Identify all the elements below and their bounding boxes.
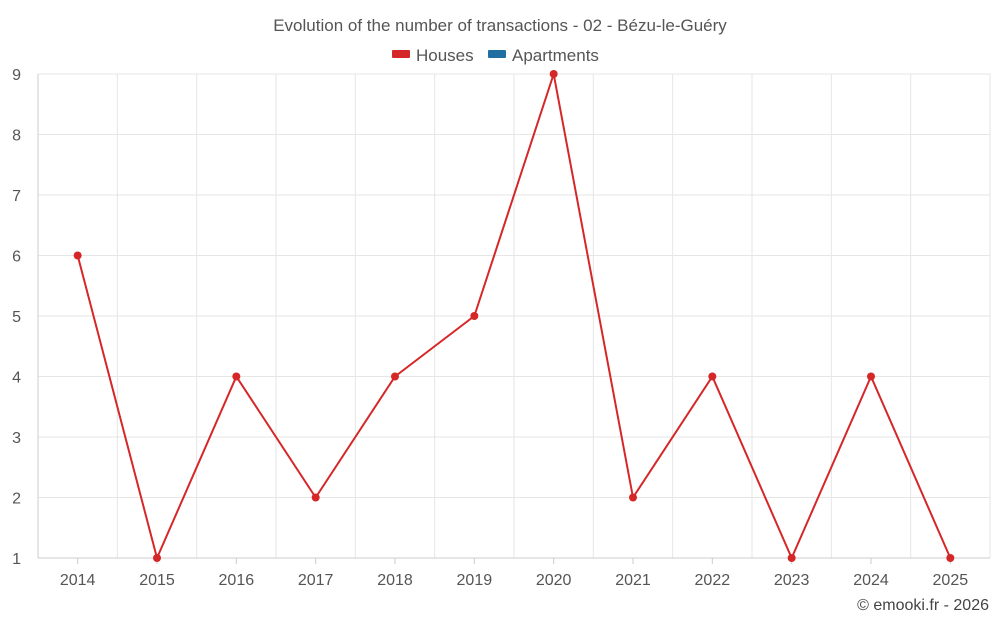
x-axis-ticks: 2014 2015 2016 2017 2018 2019 2020 2021 2022 2023… (60, 572, 968, 589)
x-tick-label: 2025 (933, 572, 969, 589)
houses-point (311, 493, 320, 502)
legend-item-houses[interactable]: Houses (392, 46, 474, 65)
houses-point (708, 372, 717, 381)
houses-point (391, 372, 399, 381)
legend: Houses Apartments (392, 46, 599, 65)
houses-point (153, 554, 161, 562)
y-axis-ticks: 1 2 3 4 5 6 7 8 9 (12, 67, 21, 568)
y-tick-label: 8 (12, 128, 21, 145)
houses-point (549, 70, 558, 78)
x-tick-label: 2019 (457, 572, 493, 589)
houses-point (787, 554, 796, 562)
x-tick-label: 2023 (774, 572, 810, 589)
y-tick-label: 2 (12, 491, 21, 508)
houses-point (73, 251, 82, 260)
copyright-footer: © emooki.fr - 2026 (857, 597, 989, 614)
y-tick-label: 6 (12, 249, 21, 266)
legend-label-houses: Houses (416, 46, 474, 65)
x-tick-label: 2021 (615, 572, 651, 589)
x-tick-label: 2016 (219, 572, 255, 589)
legend-item-apartments[interactable]: Apartments (488, 46, 599, 65)
y-tick-label: 3 (12, 430, 21, 447)
legend-swatch-houses (392, 50, 410, 58)
x-tick-label: 2014 (60, 572, 96, 589)
x-tick-label: 2018 (377, 572, 413, 589)
houses-point (470, 312, 479, 320)
series-houses (73, 70, 955, 562)
legend-swatch-apartments (488, 50, 506, 58)
y-tick-label: 4 (12, 370, 21, 387)
chart-title: Evolution of the number of transactions … (273, 16, 727, 35)
y-tick-label: 9 (12, 67, 21, 84)
houses-point (629, 493, 637, 502)
y-tick-label: 5 (12, 309, 21, 326)
x-tick-label: 2015 (139, 572, 175, 589)
x-tick-label: 2022 (695, 572, 731, 589)
grid (37, 73, 991, 558)
x-tick-label: 2017 (298, 572, 334, 589)
houses-line (76, 73, 952, 559)
houses-point (867, 372, 875, 381)
legend-label-apartments: Apartments (512, 46, 599, 65)
houses-point (232, 372, 241, 381)
x-tick-label: 2020 (536, 572, 572, 589)
y-tick-label: 7 (12, 188, 21, 205)
houses-point (946, 554, 955, 562)
y-tick-label: 1 (12, 551, 21, 568)
x-tick-label: 2024 (853, 572, 889, 589)
